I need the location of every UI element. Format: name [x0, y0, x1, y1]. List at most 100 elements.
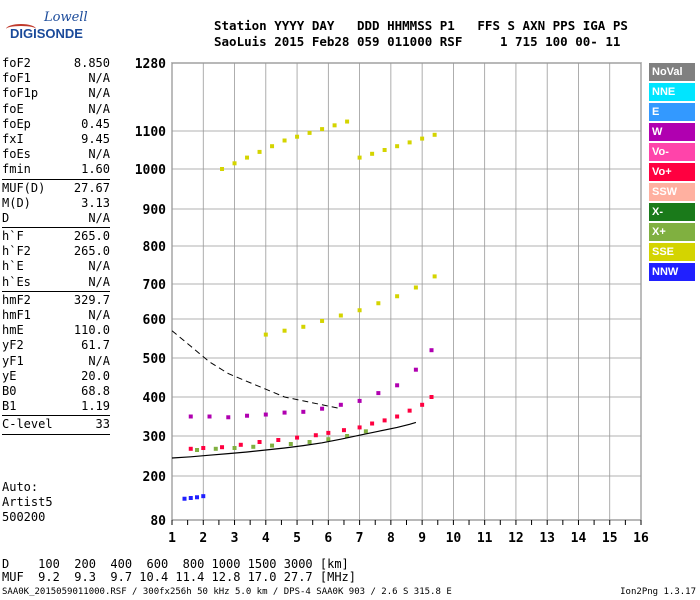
- data-point: [376, 301, 381, 306]
- param-value: 1.60: [81, 162, 110, 177]
- data-point: [332, 123, 337, 128]
- x-tick-label: 12: [508, 531, 524, 546]
- param-name: fxI: [2, 131, 24, 146]
- x-tick-label: 1: [168, 531, 176, 546]
- data-point: [413, 285, 418, 290]
- muf-row: MUF 9.2 9.3 9.7 10.4 11.4 12.8 17.0 27.7…: [2, 570, 357, 584]
- data-point: [188, 496, 193, 500]
- param-divider: [2, 227, 110, 229]
- data-point: [188, 446, 193, 451]
- param-value: 33: [95, 417, 110, 432]
- data-point: [257, 149, 262, 154]
- x-tick-label: 10: [446, 531, 462, 546]
- data-point: [382, 418, 387, 423]
- data-point: [307, 130, 312, 135]
- param-value: N/A: [88, 210, 110, 225]
- param-name: D: [2, 210, 10, 225]
- data-point: [232, 161, 237, 166]
- data-point: [363, 429, 368, 434]
- param-value: 265.0: [73, 244, 110, 259]
- param-row: D N/A: [2, 211, 110, 226]
- data-point: [420, 402, 425, 407]
- param-row: hmF2 329.7: [2, 293, 110, 308]
- data-point: [320, 127, 325, 132]
- series-x-: [195, 429, 368, 452]
- param-row: B1 1.19: [2, 399, 110, 414]
- param-value: 20.0: [81, 368, 110, 383]
- auto-label: Auto:: [2, 480, 39, 494]
- param-name: foF1: [2, 71, 31, 86]
- logo-swoosh-icon: [6, 24, 36, 34]
- data-point: [326, 430, 331, 435]
- param-value: 0.45: [81, 116, 110, 131]
- data-point: [207, 414, 212, 419]
- param-value: N/A: [88, 274, 110, 289]
- param-row: fxI 9.45: [2, 132, 110, 147]
- param-name: foE: [2, 101, 24, 116]
- data-point: [407, 408, 412, 413]
- param-row: foF1p N/A: [2, 86, 110, 101]
- param-value: 8.850: [73, 56, 110, 70]
- footer-info: SAA0K_2015059011000.RSF / 300fx256h 50 k…: [2, 587, 452, 597]
- data-point: [201, 494, 206, 499]
- param-value: 3.13: [81, 195, 110, 210]
- data-point: [282, 328, 287, 333]
- data-point: [263, 412, 268, 417]
- data-point: [195, 495, 200, 500]
- y-tick-label: 700: [143, 278, 167, 293]
- legend-item-noval: NoVal: [649, 63, 695, 81]
- param-row: h`F 265.0: [2, 229, 110, 244]
- param-name: C-level: [2, 417, 53, 432]
- data-point: [257, 440, 262, 444]
- param-row: fmin 1.60: [2, 162, 110, 177]
- param-row: yE 20.0: [2, 369, 110, 384]
- param-value: N/A: [88, 353, 110, 368]
- param-row: yF2 61.7: [2, 338, 110, 353]
- y-tick-label: 500: [143, 352, 167, 367]
- data-point: [420, 136, 425, 141]
- series-sse: [263, 274, 437, 337]
- param-name: yE: [2, 368, 17, 383]
- data-point: [326, 437, 331, 442]
- param-value: N/A: [88, 101, 110, 116]
- param-name: foEs: [2, 147, 31, 162]
- x-tick-label: 14: [571, 531, 587, 546]
- data-point: [301, 409, 306, 414]
- x-tick-label: 3: [231, 531, 239, 546]
- param-value: 27.67: [73, 180, 110, 195]
- param-name: foF1p: [2, 86, 39, 101]
- data-point: [376, 391, 381, 396]
- x-tick-label: 5: [293, 531, 301, 546]
- param-value: 329.7: [73, 292, 110, 307]
- data-point: [357, 398, 362, 403]
- data-point: [429, 348, 434, 353]
- legend-item-w: W: [649, 123, 695, 141]
- series-sse: [220, 119, 437, 171]
- footer-version: Ion2Png 1.3.17: [620, 587, 696, 597]
- param-row: h`E N/A: [2, 259, 110, 274]
- param-value: 68.8: [81, 383, 110, 398]
- param-name: h`E: [2, 259, 24, 274]
- data-point: [188, 414, 193, 419]
- data-point: [338, 313, 343, 318]
- header-line-2: SaoLuis 2015 Feb28 059 011000 RSF 1 715 …: [214, 34, 621, 49]
- y-tick-label: 80: [150, 514, 166, 529]
- legend-item-e: E: [649, 103, 695, 121]
- data-point: [220, 445, 225, 450]
- data-point: [307, 440, 312, 444]
- x-tick-label: 6: [324, 531, 332, 546]
- param-row: MUF(D) 27.67: [2, 181, 110, 196]
- param-divider: [2, 433, 110, 435]
- x-tick-label: 11: [477, 531, 493, 546]
- param-value: N/A: [88, 86, 110, 101]
- x-tick-label: 4: [262, 531, 270, 546]
- data-point: [395, 294, 400, 299]
- y-tick-label: 200: [143, 470, 167, 485]
- x-tick-label: 13: [539, 531, 555, 546]
- data-point: [238, 442, 243, 447]
- chart-grid: [171, 62, 642, 521]
- station-header: Station YYYY DAY DDD HHMMSS P1 FFS S AXN…: [214, 18, 628, 50]
- param-divider: [2, 178, 110, 180]
- legend-item-ssw: SSW: [649, 183, 695, 201]
